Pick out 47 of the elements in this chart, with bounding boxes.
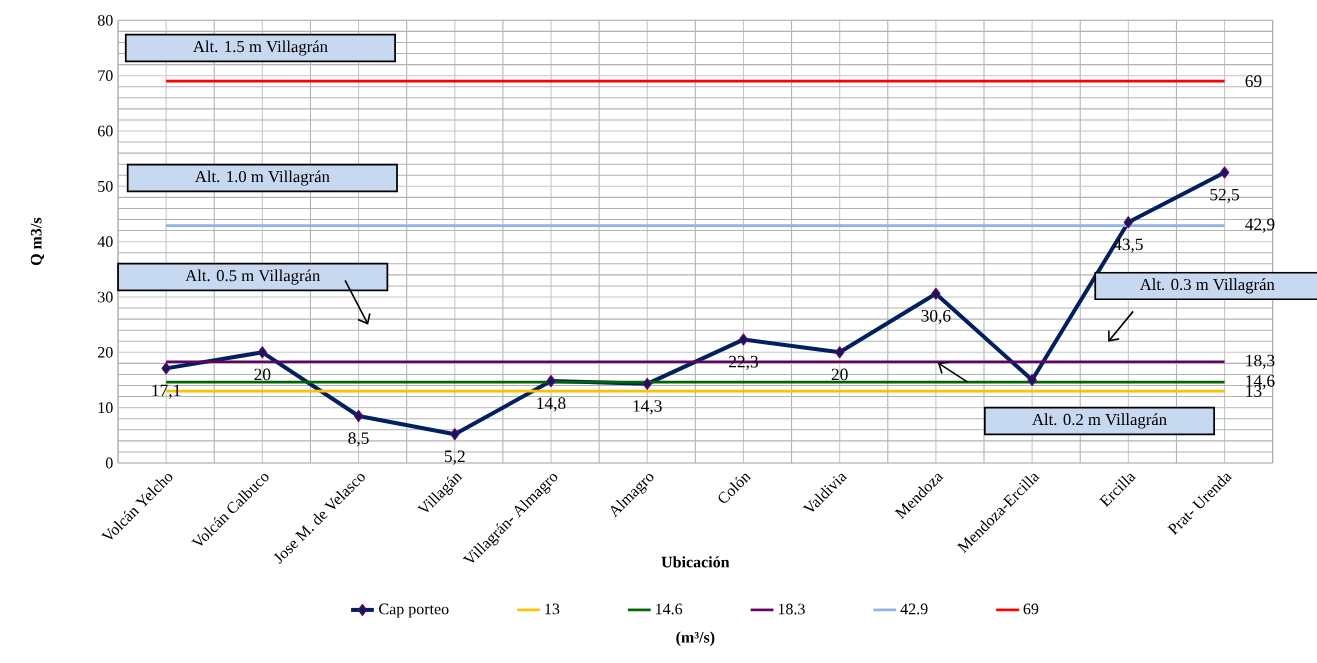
y-tick-label: 80 [97, 14, 113, 26]
data-label: 20 [831, 368, 848, 381]
annotation: Alt. 0.2 m Villagrán [1032, 413, 1167, 429]
point [642, 377, 652, 390]
point [546, 375, 556, 388]
y-tick-label: 0 [105, 457, 113, 469]
point [1027, 373, 1037, 386]
annotation: Alt. 0.5 m Villagrán [185, 269, 321, 285]
annotation: Alt. 1.5 m Villagrán [193, 40, 328, 56]
legend-label: Cap porteo [379, 603, 449, 618]
annotation: Alt. 0.3 m Villagrán [1139, 278, 1275, 294]
legend-label: 69 [1023, 603, 1039, 615]
data-label: 30,6 [921, 309, 951, 325]
point [738, 333, 749, 346]
annotation: Alt. 1.0 m Villagrán [194, 170, 330, 186]
point [1219, 166, 1230, 179]
data-label: 5,2 [444, 450, 465, 465]
text: (m³/s) [676, 631, 715, 646]
y-tick-label: 10 [98, 402, 113, 414]
data-label: 69 [1245, 75, 1262, 88]
point [161, 362, 171, 375]
point [257, 346, 268, 359]
legend-label: 42.9 [900, 603, 928, 615]
y-tick-label: 20 [98, 346, 113, 358]
y-tick-label: 70 [98, 70, 113, 82]
point [353, 409, 364, 422]
x-axis-title: Ubicación [661, 556, 730, 568]
data-label: 42,9 [1245, 218, 1275, 233]
point [931, 287, 941, 300]
point [1123, 216, 1134, 229]
y-tick-label: 40 [97, 236, 113, 248]
legend-label: 13 [545, 603, 560, 615]
y-axis-title: Q m3/s [30, 217, 45, 266]
legend-label: 18.3 [778, 603, 805, 615]
data-label: 14,8 [537, 397, 566, 412]
y-tick-label: 60 [97, 125, 113, 137]
point [450, 428, 460, 441]
y-tick-label: 30 [98, 291, 113, 303]
data-label: 17,1 [152, 384, 181, 399]
point [835, 346, 845, 359]
data-label: 20 [254, 368, 271, 381]
data-label: 8,5 [348, 432, 369, 447]
y-tick-label: 50 [98, 180, 113, 192]
data-label: 18,3 [1246, 354, 1275, 369]
data-label: 52,5 [1210, 188, 1240, 203]
legend-label: 14.6 [656, 603, 683, 615]
data-label: 14,3 [633, 400, 662, 415]
